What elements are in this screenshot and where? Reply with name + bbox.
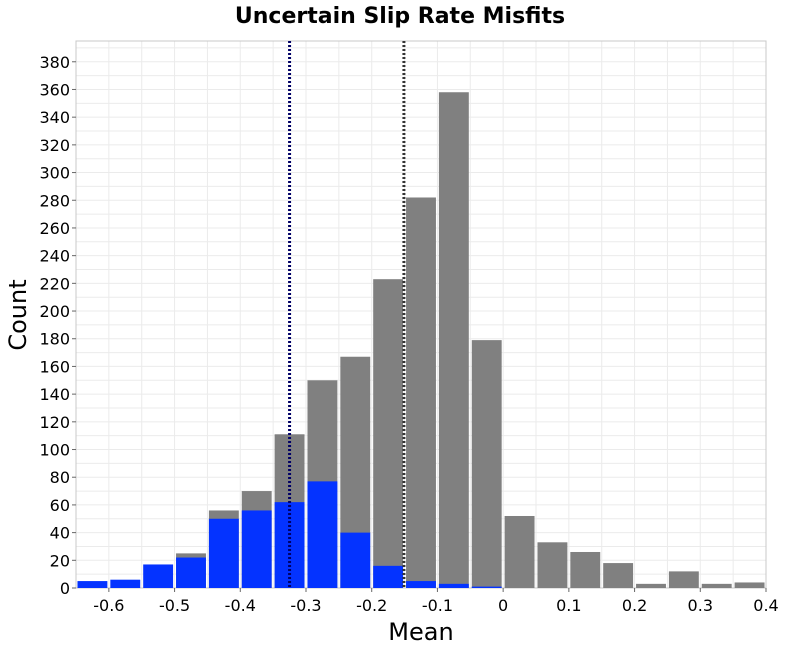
bar-blue: [340, 532, 371, 588]
y-tick-label: 0: [60, 579, 70, 598]
tick-labels: 0 20 40 60 80 100 120 140 160 180 200 220 240 260 280 3…: [39, 53, 778, 615]
x-tick-label: 0: [498, 596, 508, 615]
y-tick-label: 20: [50, 551, 70, 570]
bar-gray: [406, 197, 436, 588]
y-tick-label: 40: [50, 524, 70, 543]
y-tick-label: 80: [50, 468, 70, 487]
y-tick-label: 140: [39, 385, 70, 404]
y-tick-label: 360: [39, 80, 70, 99]
bar-blue: [110, 579, 141, 588]
y-tick-label: 380: [39, 53, 70, 72]
x-axis-label: Mean: [388, 618, 453, 646]
bar-gray: [504, 515, 535, 588]
bar-blue: [471, 586, 502, 588]
x-tick-label: -0.6: [93, 596, 124, 615]
y-tick-label: 160: [39, 357, 70, 376]
chart-title: Uncertain Slip Rate Misfits: [235, 4, 565, 29]
y-axis-label: Count: [4, 279, 32, 350]
y-tick-label: 280: [39, 191, 70, 210]
bar-gray: [734, 582, 765, 588]
x-tick-label: -0.2: [356, 596, 387, 615]
x-tick-label: -0.5: [159, 596, 190, 615]
bar-gray: [471, 340, 502, 588]
bar-gray: [373, 279, 404, 588]
bar-gray: [438, 92, 469, 588]
y-tick-label: 260: [39, 219, 70, 238]
x-tick-label: 0.1: [556, 596, 581, 615]
bar-blue: [438, 583, 469, 588]
bar-gray: [636, 583, 666, 588]
bar-gray: [570, 551, 601, 588]
bar-blue: [208, 518, 239, 588]
bar-gray: [668, 571, 699, 588]
bar-blue: [406, 581, 436, 588]
bar-gray: [701, 583, 732, 588]
bar-blue: [373, 565, 404, 588]
y-tick-label: 300: [39, 164, 70, 183]
y-tick-label: 200: [39, 302, 70, 321]
y-tick-label: 120: [39, 413, 70, 432]
x-tick-label: -0.3: [290, 596, 321, 615]
bar-blue: [77, 581, 108, 588]
x-tick-label: -0.1: [422, 596, 453, 615]
y-tick-label: 100: [39, 441, 70, 460]
bar-blue: [176, 557, 206, 588]
bar-gray: [537, 542, 568, 588]
x-tick-label: 0.4: [753, 596, 778, 615]
x-tick-label: 0.2: [622, 596, 647, 615]
y-tick-label: 180: [39, 330, 70, 349]
bar-blue: [241, 510, 272, 588]
y-tick-label: 60: [50, 496, 70, 515]
bar-blue: [307, 481, 338, 588]
x-tick-label: -0.4: [225, 596, 256, 615]
y-tick-label: 340: [39, 108, 70, 127]
bar-gray: [603, 563, 634, 588]
bars-layer: [77, 92, 765, 588]
y-tick-label: 220: [39, 274, 70, 293]
y-tick-label: 240: [39, 247, 70, 266]
bar-blue: [143, 564, 174, 588]
y-tick-label: 320: [39, 136, 70, 155]
reference-lines: [288, 41, 406, 588]
x-tick-label: 0.3: [688, 596, 713, 615]
